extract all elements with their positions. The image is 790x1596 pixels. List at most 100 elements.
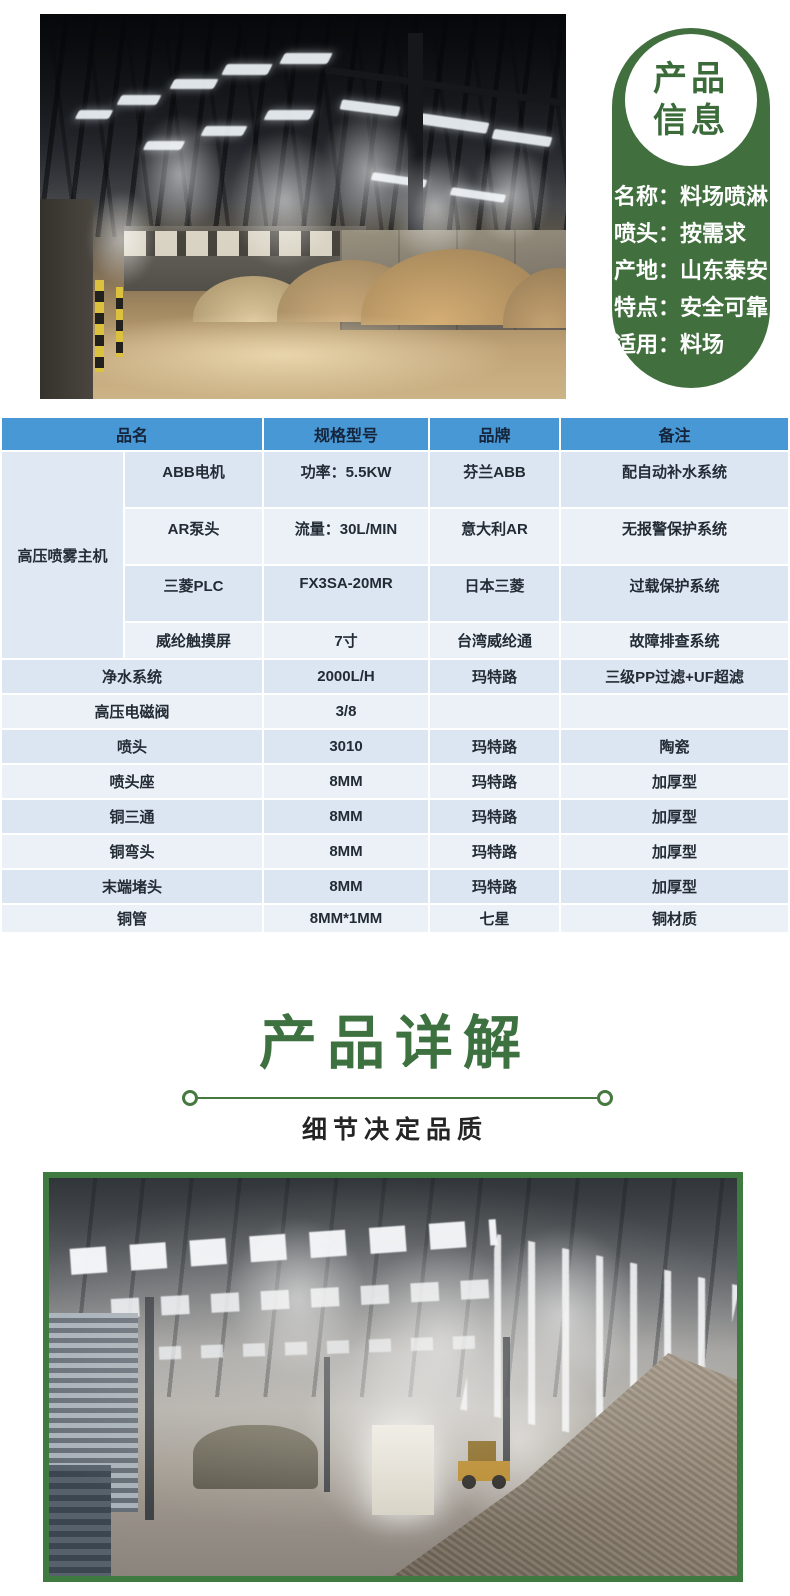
cell-spec: 8MM (264, 870, 429, 903)
table-row: 高压喷雾主机 ABB电机 功率：5.5KW 芬兰ABB 配自动补水系统 (2, 452, 789, 658)
cell-name: 喷头 (2, 730, 263, 763)
loader-cab (467, 1440, 497, 1463)
table-row: 三菱PLC FX3SA-20MR 日本三菱 过载保护系统 (2, 566, 789, 621)
bright-doorway (372, 1424, 435, 1515)
steel-column (324, 1357, 331, 1493)
cell-brand: 玛特路 (430, 835, 560, 868)
blue-fence (49, 1464, 111, 1576)
cell-brand: 玛特路 (430, 800, 560, 833)
cell-brand (430, 695, 560, 728)
skylight (116, 94, 162, 105)
cell-note: 加厚型 (561, 765, 789, 798)
product-info-title-line2: 信息 (653, 102, 729, 140)
product-info-title-line1: 产品 (653, 60, 729, 98)
cell-brand: 日本三菱 (430, 566, 560, 621)
divider-dot-left (182, 1090, 198, 1106)
table-row: 威纶触摸屏 7寸 台湾威纶通 故障排查系统 (2, 623, 789, 658)
product-info-item-usage: 适用：料场 (614, 332, 725, 357)
cell-note: 过载保护系统 (561, 566, 789, 621)
group-cell-host: 高压喷雾主机 (2, 452, 123, 658)
skylight (263, 110, 315, 121)
striped-safety-post (95, 279, 105, 372)
cell-brand: 玛特路 (430, 765, 560, 798)
table-row: 铜三通 8MM 玛特路 加厚型 (2, 800, 789, 833)
cell-name: AR泵头 (125, 509, 263, 564)
cell-name: 铜管 (2, 905, 263, 932)
cell-brand: 七星 (430, 905, 560, 932)
mist-puff (87, 191, 158, 287)
mist-puff (387, 152, 483, 263)
product-info-item-feature: 特点：安全可靠 (614, 295, 769, 320)
table-row: 喷头座 8MM 玛特路 加厚型 (2, 765, 789, 798)
cell-brand: 意大利AR (430, 509, 560, 564)
cell-brand: 玛特路 (430, 870, 560, 903)
product-info-item-origin: 产地：山东泰安 (614, 258, 769, 283)
cell-brand: 玛特路 (430, 730, 560, 763)
cell-name: 末端堵头 (2, 870, 263, 903)
skylight (279, 52, 333, 64)
product-info-item-name: 名称：料场喷淋 (614, 184, 769, 209)
cell-spec: FX3SA-20MR (264, 566, 429, 621)
cell-spec: 3010 (264, 730, 429, 763)
cell-spec: 8MM (264, 835, 429, 868)
header-product-name: 品名 (2, 418, 263, 450)
header-spec-model: 规格型号 (264, 418, 429, 450)
header-brand: 品牌 (430, 418, 560, 450)
mist-puff (471, 144, 552, 245)
spec-table: 品名 规格型号 品牌 备注 高压喷雾主机 ABB电机 功率：5.5KW 芬兰AB… (0, 416, 790, 934)
cell-brand: 芬兰ABB (430, 452, 560, 507)
cell-note: 故障排查系统 (561, 623, 789, 658)
steel-column (145, 1297, 155, 1521)
header-remark: 备注 (561, 418, 789, 450)
cell-note: 无报警保护系统 (561, 509, 789, 564)
cell-name: 威纶触摸屏 (125, 623, 263, 658)
product-info-card: 产品 信息 名称：料场喷淋 喷头：按需求 产地：山东泰安 特点：安全可靠 适用：… (612, 28, 770, 388)
cell-spec: 功率：5.5KW (264, 452, 429, 507)
cell-spec: 8MM*1MM (264, 905, 429, 932)
divider-dot-right (597, 1090, 613, 1106)
section-subtitle: 细节决定品质 (301, 1116, 488, 1144)
table-row: 末端堵头 8MM 玛特路 加厚型 (2, 870, 789, 903)
cell-spec: 8MM (264, 800, 429, 833)
lit-floor (92, 283, 514, 399)
cell-name: 三菱PLC (125, 566, 263, 621)
cell-spec: 2000L/H (264, 660, 429, 693)
cell-name: 铜弯头 (2, 835, 263, 868)
skylight (74, 110, 114, 120)
product-info-badge: 产品 信息 (625, 34, 757, 166)
loader-wheel (462, 1474, 477, 1489)
left-wall (40, 198, 93, 399)
table-header-row: 品名 规格型号 品牌 备注 (2, 418, 789, 450)
cell-note (561, 695, 789, 728)
cell-name: 喷头座 (2, 765, 263, 798)
warehouse-detail-photo (43, 1172, 743, 1582)
section-divider (182, 1090, 613, 1106)
cell-spec: 3/8 (264, 695, 429, 728)
wheel-loader (458, 1440, 511, 1489)
cell-note: 配自动补水系统 (561, 452, 789, 507)
cell-name: 铜三通 (2, 800, 263, 833)
table-row: 高压电磁阀 3/8 (2, 695, 789, 728)
skylight (168, 79, 219, 90)
cell-name: 高压电磁阀 (2, 695, 263, 728)
table-row: 净水系统 2000L/H 玛特路 三级PP过滤+UF超滤 (2, 660, 789, 693)
striped-safety-post (116, 287, 124, 358)
steel-column (503, 1337, 511, 1469)
warehouse-misting-photo (40, 14, 566, 399)
section-title: 产品详解 (258, 1011, 531, 1076)
cell-spec: 7寸 (264, 623, 429, 658)
product-info-list: 名称：料场喷淋 喷头：按需求 产地：山东泰安 特点：安全可靠 适用：料场 (612, 178, 770, 363)
skylight (221, 64, 274, 76)
table-row: 铜弯头 8MM 玛特路 加厚型 (2, 835, 789, 868)
haze-overlay (49, 1178, 737, 1576)
table-row: 喷头 3010 玛特路 陶瓷 (2, 730, 789, 763)
product-info-item-nozzle: 喷头：按需求 (614, 221, 747, 246)
cell-note: 加厚型 (561, 870, 789, 903)
cell-name: 净水系统 (2, 660, 263, 693)
cell-brand: 玛特路 (430, 660, 560, 693)
cell-note: 三级PP过滤+UF超滤 (561, 660, 789, 693)
loader-wheel (492, 1474, 507, 1489)
cell-note: 加厚型 (561, 800, 789, 833)
cell-spec: 8MM (264, 765, 429, 798)
